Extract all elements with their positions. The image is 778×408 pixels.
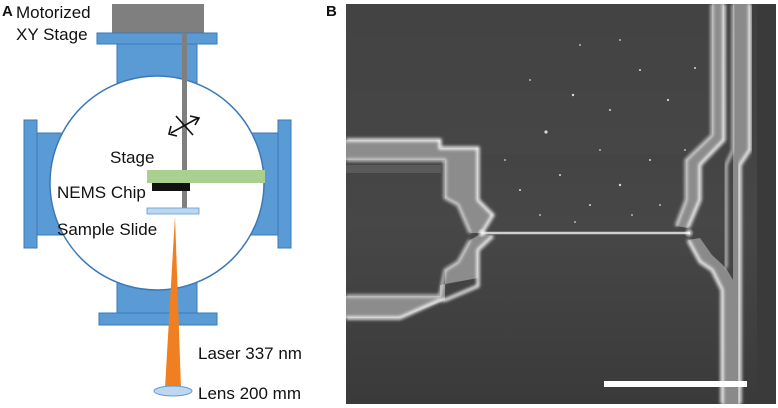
double-arrow-icon: [168, 115, 201, 137]
right-flange: [277, 119, 292, 249]
scale-bar: [604, 381, 747, 387]
left-flange: [23, 119, 38, 249]
panel-b: B: [326, 3, 776, 404]
motorized-stage-label-line2: XY Stage: [16, 25, 88, 44]
panel-a: A Motorized XY Stage Stage NEMS Chip Sam…: [2, 3, 302, 403]
sample-slide: [146, 207, 200, 215]
actuator-rod: [182, 33, 187, 211]
left-bottom-electrode: [346, 233, 495, 320]
left-top-electrode: [346, 138, 495, 234]
focusing-lens: [153, 385, 193, 397]
laser-label: Laser 337 nm: [198, 344, 302, 363]
nems-chip: [152, 183, 190, 191]
stage-label: Stage: [110, 148, 154, 167]
sem-micrograph: [346, 4, 776, 404]
nems-chip-label: NEMS Chip: [57, 183, 146, 202]
panel-b-letter: B: [326, 3, 337, 20]
motorized-stage-block: [112, 4, 204, 34]
particles: [504, 39, 696, 223]
motorized-stage-label-line1: Motorized: [16, 3, 91, 22]
panel-a-letter: A: [2, 3, 13, 20]
laser-beam: [165, 216, 181, 388]
stage-plate: [147, 170, 265, 183]
sample-slide-label: Sample Slide: [57, 220, 157, 239]
top-flange: [96, 32, 218, 45]
bottom-flange: [98, 312, 218, 326]
right-electrode: [674, 4, 776, 404]
lens-label: Lens 200 mm: [198, 384, 301, 403]
